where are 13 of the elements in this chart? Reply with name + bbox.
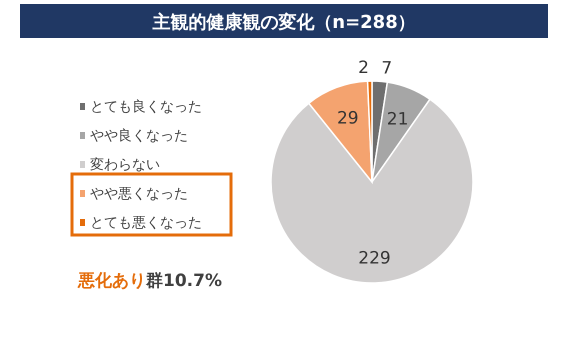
text: 群10.7% bbox=[145, 271, 222, 291]
text: 悪化あり bbox=[77, 271, 146, 291]
legend-label: やや悪くなった bbox=[90, 186, 188, 202]
legend-label: とても良くなった bbox=[90, 99, 202, 115]
data-label: 29 bbox=[336, 108, 359, 129]
legend-label: やや良くなった bbox=[90, 128, 188, 144]
data-label: 21 bbox=[386, 109, 408, 130]
data-label: 229 bbox=[358, 248, 391, 269]
legend-label: 変わらない bbox=[90, 157, 160, 173]
data-label: 7 bbox=[381, 58, 392, 78]
legend-label: とても悪くなった bbox=[90, 215, 202, 231]
data-label: 2 bbox=[358, 58, 369, 78]
chart-title: 主観的健康観の変化（n=288） bbox=[151, 12, 416, 33]
